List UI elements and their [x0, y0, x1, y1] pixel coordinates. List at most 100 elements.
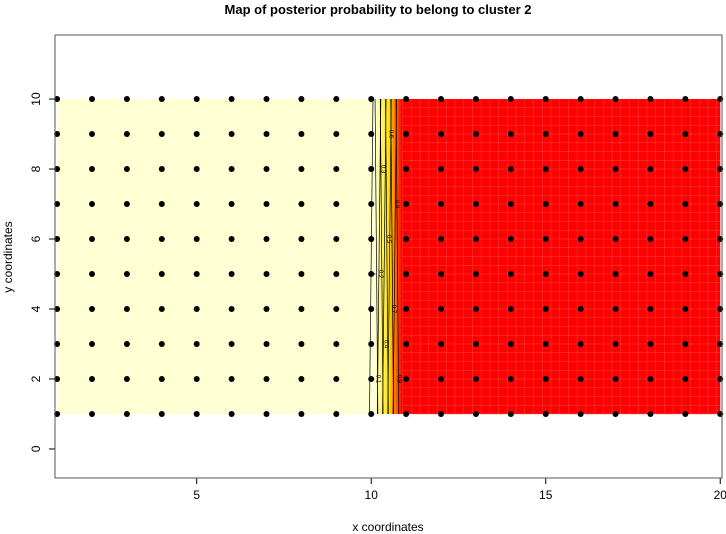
- data-point: [193, 96, 200, 103]
- data-point: [228, 375, 235, 382]
- data-point: [507, 410, 514, 417]
- data-point: [228, 410, 235, 417]
- y-tick-label: 4: [29, 305, 43, 312]
- data-point: [612, 96, 619, 103]
- data-point: [403, 166, 410, 173]
- data-point: [577, 201, 584, 208]
- data-point: [298, 270, 305, 277]
- data-point: [54, 236, 61, 243]
- data-point: [368, 305, 375, 312]
- data-point: [647, 166, 654, 173]
- y-tick-label: 0: [29, 445, 43, 452]
- data-point: [298, 131, 305, 138]
- data-point: [507, 166, 514, 173]
- data-point: [333, 201, 340, 208]
- contour-line: [392, 99, 397, 414]
- data-point: [228, 201, 235, 208]
- data-point: [263, 410, 270, 417]
- data-point: [577, 131, 584, 138]
- data-point: [542, 236, 549, 243]
- data-point: [368, 410, 375, 417]
- contour-label: 0.4: [382, 340, 388, 349]
- data-point: [333, 131, 340, 138]
- transition-band: [379, 99, 383, 414]
- data-point: [612, 201, 619, 208]
- data-point: [54, 305, 61, 312]
- data-point: [472, 375, 479, 382]
- data-point: [507, 131, 514, 138]
- y-tick-label: 2: [29, 375, 43, 382]
- data-point: [507, 201, 514, 208]
- data-point: [647, 305, 654, 312]
- transition-band: [381, 99, 384, 414]
- data-point: [472, 166, 479, 173]
- data-point: [88, 166, 95, 173]
- contour-label: 0.6: [388, 130, 394, 139]
- data-point: [123, 236, 130, 243]
- data-point: [612, 340, 619, 347]
- data-point: [158, 236, 165, 243]
- data-point: [368, 131, 375, 138]
- data-point: [507, 340, 514, 347]
- contour-line: [374, 99, 379, 414]
- data-point: [612, 166, 619, 173]
- data-point: [158, 131, 165, 138]
- data-point: [123, 340, 130, 347]
- data-point: [438, 131, 445, 138]
- low-probability-region: [57, 99, 375, 414]
- data-point: [612, 410, 619, 417]
- data-point: [368, 270, 375, 277]
- transition-band: [392, 99, 395, 414]
- contour-line: [395, 99, 400, 414]
- data-point: [158, 375, 165, 382]
- data-point: [333, 270, 340, 277]
- data-point: [88, 305, 95, 312]
- chart-title: Map of posterior probability to belong t…: [225, 2, 532, 17]
- data-point: [438, 96, 445, 103]
- data-point: [123, 270, 130, 277]
- data-point: [263, 166, 270, 173]
- data-point: [438, 305, 445, 312]
- data-point: [472, 340, 479, 347]
- data-point: [472, 410, 479, 417]
- contour-label: 0.9: [395, 375, 401, 384]
- data-point: [507, 236, 514, 243]
- data-point: [333, 305, 340, 312]
- data-point: [54, 375, 61, 382]
- data-point: [333, 96, 340, 103]
- x-axis-label: x coordinates: [352, 520, 423, 534]
- data-point: [403, 131, 410, 138]
- data-point: [403, 340, 410, 347]
- x-tick-label: 5: [193, 488, 200, 502]
- data-point: [647, 375, 654, 382]
- data-point: [333, 375, 340, 382]
- data-point: [438, 236, 445, 243]
- data-point: [158, 410, 165, 417]
- data-point: [333, 340, 340, 347]
- data-point: [333, 166, 340, 173]
- data-point: [123, 166, 130, 173]
- transition-band: [385, 99, 388, 414]
- data-point: [577, 96, 584, 103]
- data-point: [228, 270, 235, 277]
- data-point: [193, 340, 200, 347]
- data-point: [647, 410, 654, 417]
- data-point: [647, 236, 654, 243]
- data-point: [158, 305, 165, 312]
- data-point: [368, 201, 375, 208]
- data-point: [228, 166, 235, 173]
- data-point: [577, 236, 584, 243]
- data-point: [158, 201, 165, 208]
- data-point: [612, 131, 619, 138]
- data-point: [542, 131, 549, 138]
- data-point: [507, 270, 514, 277]
- data-point: [193, 201, 200, 208]
- data-point: [298, 166, 305, 173]
- data-point: [438, 340, 445, 347]
- data-point: [403, 410, 410, 417]
- data-point: [228, 236, 235, 243]
- data-point: [542, 410, 549, 417]
- transition-band: [390, 99, 393, 414]
- data-point: [403, 305, 410, 312]
- data-point: [54, 96, 61, 103]
